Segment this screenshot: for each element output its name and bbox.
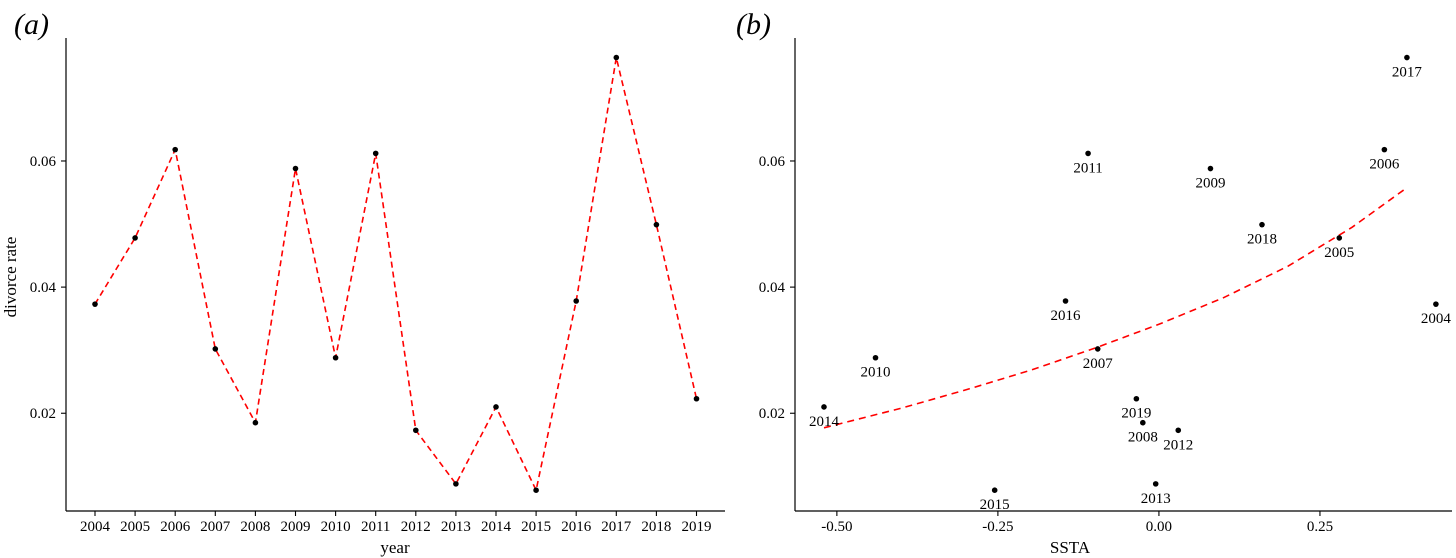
panel-a-point-2010 xyxy=(332,354,339,361)
panel-b-x-ticks: -0.50 -0.25 0.00 0.25 xyxy=(821,511,1333,535)
panel-a-x-tick-label: 2014 xyxy=(481,519,512,535)
panel-a-x-tick-label: 2010 xyxy=(321,519,351,535)
panel-a-point-2008 xyxy=(252,419,259,426)
panel-b-point-2006 xyxy=(1381,146,1388,153)
panel-b-point-label-2005: 2005 xyxy=(1324,245,1354,261)
panel-a-y-ticks: 0.02 0.04 0.06 xyxy=(30,154,66,422)
panel-b-point-2011 xyxy=(1085,150,1091,157)
panel-a-y-tick-label: 0.02 xyxy=(30,406,56,422)
panel-a-x-tick-label: 2011 xyxy=(361,519,390,535)
panel-b-point-label-2013: 2013 xyxy=(1141,491,1171,507)
panel-b-x-tick-label: 0.25 xyxy=(1307,519,1333,535)
panel-b-point-label-2008: 2008 xyxy=(1128,430,1158,446)
panel-b-point-2004 xyxy=(1433,301,1439,307)
panel-b-point-2010 xyxy=(872,354,879,361)
panel-a-point-2016 xyxy=(573,298,579,304)
panel-b-point-2008 xyxy=(1140,419,1146,426)
panel-b-point-label-2015: 2015 xyxy=(980,497,1010,513)
panel-b-points: 2004 2005 2006 2007 2008 2009 2010 2011 2012 2013… xyxy=(809,54,1452,513)
panel-b-point-label-2019: 2019 xyxy=(1121,406,1151,422)
panel-b-point-label-2017: 2017 xyxy=(1392,65,1423,81)
panel-a-label: (a) xyxy=(14,8,49,41)
panel-a-x-tick-label: 2018 xyxy=(641,519,671,535)
panel-a-x-tick-label: 2008 xyxy=(240,519,270,535)
panel-b-point-2017 xyxy=(1404,54,1410,61)
panel-a-x-tick-label: 2009 xyxy=(281,519,311,535)
panel-b-point-2019 xyxy=(1133,395,1140,402)
panel-a-point-2017 xyxy=(613,54,620,61)
panel-a-point-2015 xyxy=(533,487,539,493)
panel-b-point-2007 xyxy=(1094,346,1101,352)
panel-a-x-tick-label: 2006 xyxy=(160,519,191,535)
panel-a-series-line xyxy=(94,57,698,493)
panel-a-y-axis-title: divorce rate xyxy=(1,237,20,318)
panel-b-point-2018 xyxy=(1259,221,1265,228)
panel-b-fit-curve xyxy=(823,189,1405,429)
panel-a-x-tick-label: 2007 xyxy=(200,519,231,535)
panel-a-x-tick-label: 2004 xyxy=(80,519,111,535)
panel-b-point-label-2006: 2006 xyxy=(1369,157,1400,173)
panel-a-x-tick-label: 2012 xyxy=(401,519,431,535)
panel-a-point-2009 xyxy=(292,165,299,172)
panel-b-point-label-2014: 2014 xyxy=(809,414,840,430)
panel-b-y-tick-label: 0.06 xyxy=(759,154,786,170)
panel-b-point-label-2012: 2012 xyxy=(1163,437,1193,453)
panel-a-point-2012 xyxy=(413,427,419,434)
panel-b-point-label-2004: 2004 xyxy=(1421,311,1452,327)
panel-b: (b) 0.02 0.04 0.06 -0.50 -0.25 0.00 0.25 2004… xyxy=(736,8,1452,557)
panel-b-y-tick-label: 0.04 xyxy=(759,280,786,296)
panel-b-point-2012 xyxy=(1175,427,1182,434)
panel-a-point-2004 xyxy=(92,301,98,307)
panel-a-x-tick-label: 2015 xyxy=(521,519,551,535)
panel-b-point-2016 xyxy=(1062,298,1069,304)
panel-a-point-2019 xyxy=(693,395,700,402)
panel-b-x-tick-label: -0.25 xyxy=(982,519,1013,535)
panel-b-x-tick-label: -0.50 xyxy=(821,519,852,535)
panel-b-point-label-2009: 2009 xyxy=(1195,176,1225,192)
panel-a: (a) 0.020.040.06 2004 2005 2006 2007 2008 200… xyxy=(1,8,725,557)
panel-b-y-tick-label: 0.02 xyxy=(759,406,785,422)
panel-b-point-label-2010: 2010 xyxy=(861,365,891,381)
panel-a-x-tick-label: 2013 xyxy=(441,519,471,535)
panel-a-points xyxy=(92,54,700,493)
panel-b-point-label-2007: 2007 xyxy=(1083,356,1114,372)
panel-a-point-2006 xyxy=(172,146,178,153)
panel-b-point-2013 xyxy=(1152,481,1159,487)
panel-b-point-label-2018: 2018 xyxy=(1247,232,1277,248)
panel-a-y-tick-label: 0.04 xyxy=(30,280,57,296)
panel-b-point-2009 xyxy=(1207,165,1214,172)
panel-b-point-label-2016: 2016 xyxy=(1051,308,1082,324)
panel-b-x-axis-title: SSTA xyxy=(1050,538,1091,557)
panel-a-y-tick-label: 0.06 xyxy=(30,154,57,170)
panel-a-point-2013 xyxy=(453,481,459,487)
panel-b-point-label-2011: 2011 xyxy=(1073,160,1102,176)
panel-a-x-tick-label: 2005 xyxy=(120,519,150,535)
panel-b-point-2014 xyxy=(821,404,827,410)
panel-a-point-2005 xyxy=(132,235,138,241)
panel-a-point-2007 xyxy=(212,346,219,352)
panel-a-x-tick-label: 2016 xyxy=(561,519,592,535)
panel-a-x-tick-label: 2017 xyxy=(601,519,632,535)
panel-b-point-2005 xyxy=(1336,235,1343,241)
panel-a-x-ticks: 2004 2005 2006 2007 2008 2009 2010 2011 2012 2013… xyxy=(80,511,712,535)
panel-b-label: (b) xyxy=(736,8,771,41)
panel-b-y-ticks: 0.02 0.04 0.06 xyxy=(759,154,795,422)
panel-a-x-tick-label: 2019 xyxy=(682,519,712,535)
panel-a-point-2014 xyxy=(493,404,499,410)
panel-b-x-tick-label: 0.00 xyxy=(1146,519,1172,535)
panel-a-point-2018 xyxy=(653,221,660,228)
panel-a-x-axis-title: year xyxy=(380,538,410,557)
panel-a-point-2011 xyxy=(372,150,379,157)
panel-b-point-2015 xyxy=(991,487,998,493)
